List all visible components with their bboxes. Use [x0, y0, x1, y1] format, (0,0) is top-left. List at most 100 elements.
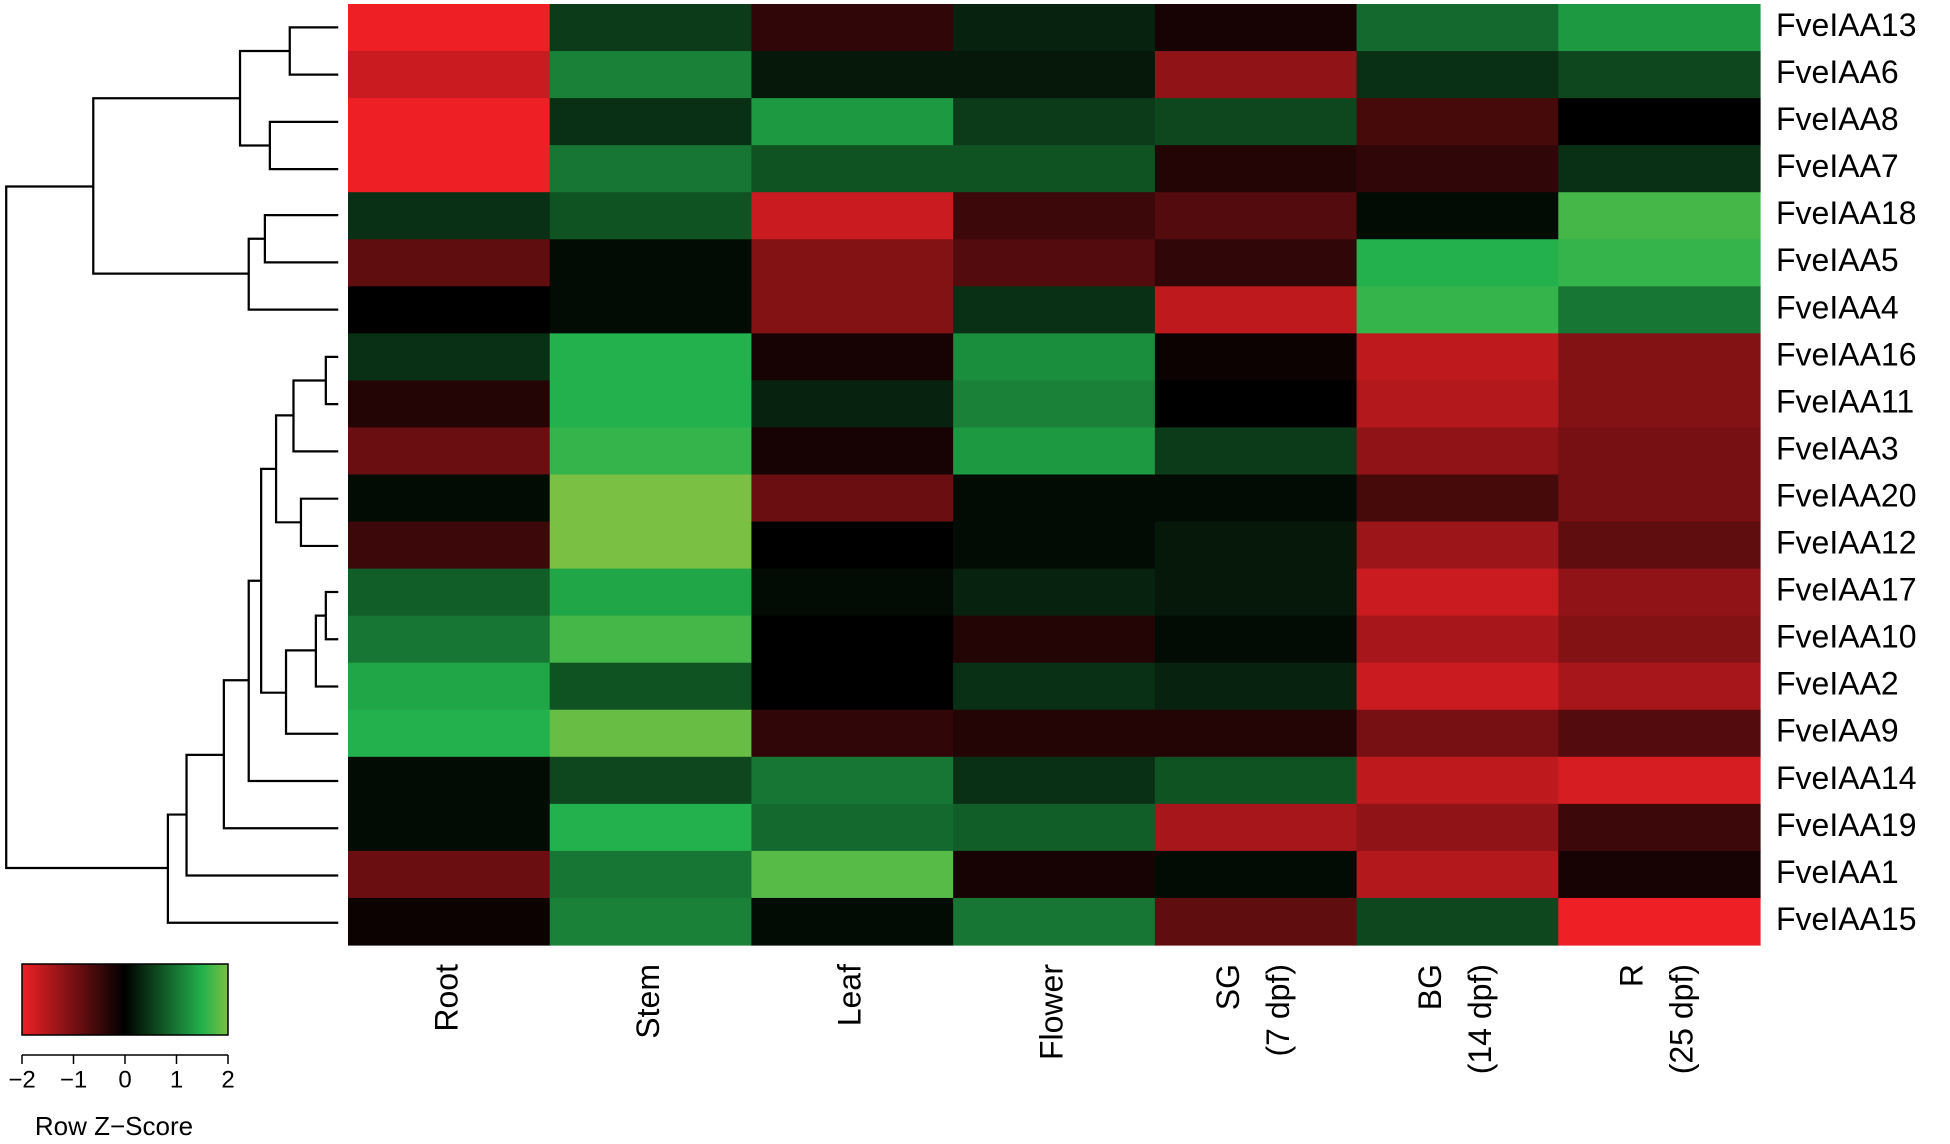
row-label: FveIAA9: [1776, 713, 1899, 749]
heatmap-cell: [751, 474, 954, 523]
row-label: FveIAA17: [1776, 572, 1917, 608]
heatmap-cell: [348, 145, 551, 193]
heatmap-cell: [953, 662, 1156, 711]
row-label: FveIAA3: [1776, 430, 1899, 466]
heatmap-cell: [348, 333, 551, 381]
heatmap-cell: [1356, 850, 1559, 899]
heatmap-cell: [751, 615, 954, 664]
heatmap-cell: [1154, 192, 1358, 240]
heatmap-cell: [549, 897, 753, 946]
heatmap-cell: [1356, 192, 1559, 240]
heatmap-cell: [953, 51, 1156, 99]
heatmap-cell: [549, 192, 753, 240]
heatmap-cell: [953, 850, 1156, 899]
heatmap-cell: [1558, 380, 1761, 429]
row-label: FveIAA10: [1776, 619, 1917, 655]
heatmap-cell: [751, 51, 954, 99]
heatmap-cell: [348, 568, 551, 617]
heatmap-cell: [953, 192, 1156, 240]
heatmap-cell: [751, 98, 954, 146]
row-label: FveIAA1: [1776, 854, 1899, 890]
heatmap-cell: [1154, 51, 1358, 99]
heatmap-cell: [1356, 662, 1559, 711]
column-label: R: [1614, 964, 1650, 987]
heatmap-cell: [348, 427, 551, 476]
heatmap-cell: [751, 662, 954, 711]
row-label: FveIAA4: [1776, 289, 1899, 325]
heatmap-cell: [953, 709, 1156, 758]
row-label: FveIAA11: [1776, 383, 1914, 419]
column-label: Leaf: [832, 964, 868, 1026]
row-label: FveIAA18: [1776, 195, 1917, 231]
heatmap-cell: [1356, 756, 1559, 805]
heatmap-cell: [1356, 98, 1559, 146]
heatmap-cell: [1558, 474, 1761, 523]
heatmap-cell: [1558, 145, 1761, 193]
heatmap-cell: [953, 98, 1156, 146]
heatmap-cell: [1356, 615, 1559, 664]
heatmap-cell: [549, 615, 753, 664]
heatmap-cell: [1356, 474, 1559, 523]
heatmap-cell: [549, 427, 753, 476]
heatmap-cell: [1558, 521, 1761, 570]
heatmap-cell: [348, 474, 551, 523]
heatmap-cell: [1154, 145, 1358, 193]
heatmap-cell: [1356, 51, 1559, 99]
heatmap-cell: [751, 427, 954, 476]
colorbar-tick-label: −1: [60, 1066, 87, 1093]
heatmap-cell: [348, 4, 551, 52]
dendrogram-branches: [5, 26, 339, 924]
heatmap-cell: [1154, 897, 1358, 946]
heatmap-cell: [1154, 615, 1358, 664]
heatmap-cell: [953, 333, 1156, 381]
colorbar-tick-label: −2: [8, 1066, 35, 1093]
heatmap-cell: [348, 239, 551, 287]
heatmap-cell: [1154, 662, 1358, 711]
heatmap-cell: [1154, 4, 1358, 52]
heatmap-cell: [549, 286, 753, 334]
colorbar-title: Row Z−Score: [35, 1111, 193, 1141]
heatmap-cell: [549, 803, 753, 852]
heatmap-cell: [1154, 286, 1358, 334]
column-label: (7 dpf): [1260, 964, 1296, 1056]
heatmap-cell: [1558, 98, 1761, 146]
heatmap-cell: [549, 568, 753, 617]
heatmap-cell: [751, 145, 954, 193]
heatmap-cell: [1558, 568, 1761, 617]
heatmap-cell: [1558, 803, 1761, 852]
heatmap-cell: [953, 286, 1156, 334]
heatmap-cell: [549, 474, 753, 523]
column-label: (25 dpf): [1664, 964, 1700, 1074]
heatmap-cell: [953, 521, 1156, 570]
heatmap-cell: [348, 98, 551, 146]
heatmap-cell: [953, 4, 1156, 52]
heatmap-cell: [1154, 333, 1358, 381]
heatmap-cell: [751, 850, 954, 899]
heatmap-cell: [751, 286, 954, 334]
heatmap-cell: [751, 803, 954, 852]
column-label: Root: [428, 964, 464, 1032]
row-label: FveIAA15: [1776, 901, 1917, 937]
heatmap-cell: [1154, 709, 1358, 758]
heatmap-cell: [348, 709, 551, 758]
heatmap-cell: [348, 192, 551, 240]
heatmap-cell: [1356, 145, 1559, 193]
heatmap-cell: [1154, 568, 1358, 617]
heatmap-cell: [348, 662, 551, 711]
heatmap-cell: [953, 756, 1156, 805]
heatmap-cell: [1558, 897, 1761, 946]
heatmap-cell: [751, 897, 954, 946]
heatmap-cell: [751, 4, 954, 52]
heatmap-cell: [1154, 521, 1358, 570]
dendrogram: [5, 26, 339, 924]
heatmap-cell: [953, 803, 1156, 852]
heatmap-cell: [1558, 615, 1761, 664]
heatmap-cell: [348, 286, 551, 334]
row-label: FveIAA8: [1776, 101, 1899, 137]
colorbar-tick-label: 2: [221, 1066, 234, 1093]
column-label: (14 dpf): [1462, 964, 1498, 1074]
heatmap-cell: [1356, 521, 1559, 570]
heatmap-cell: [1154, 427, 1358, 476]
heatmap-cell: [348, 850, 551, 899]
row-label: FveIAA5: [1776, 242, 1899, 278]
